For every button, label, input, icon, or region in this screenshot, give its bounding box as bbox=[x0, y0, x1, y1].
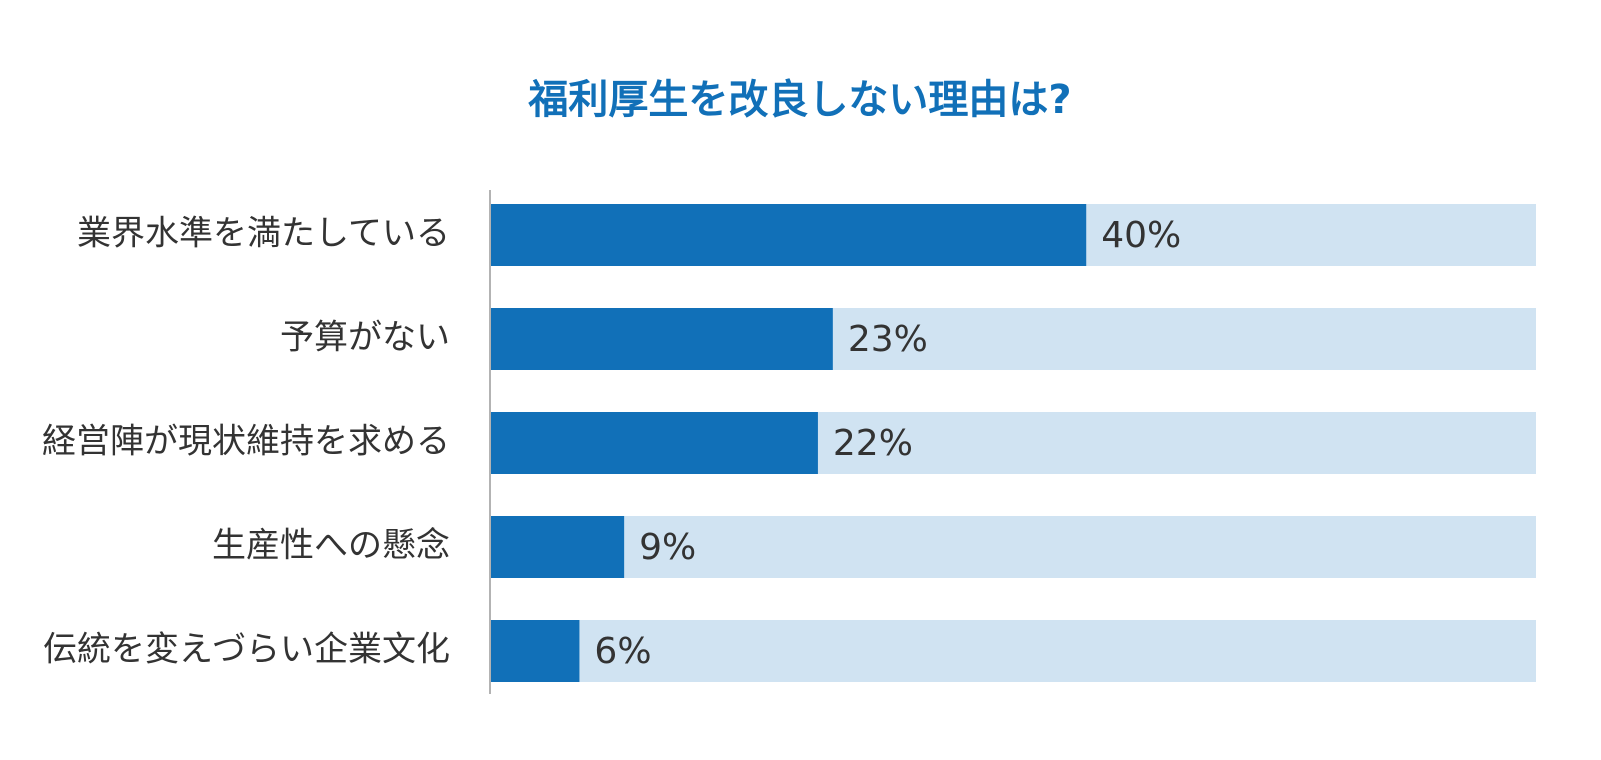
category-label: 伝統を変えづらい企業文化 bbox=[43, 630, 450, 670]
data-label: 22% bbox=[833, 423, 913, 464]
bar bbox=[490, 516, 625, 578]
bar-track bbox=[490, 620, 1536, 682]
category-label: 生産性への懸念 bbox=[212, 526, 450, 566]
data-label: 23% bbox=[848, 319, 928, 360]
data-label: 9% bbox=[639, 527, 696, 568]
chart-title: 福利厚生を改良しない理由は? bbox=[527, 77, 1071, 123]
category-label: 予算がない bbox=[280, 318, 450, 358]
bar bbox=[490, 308, 833, 370]
data-label: 6% bbox=[594, 631, 651, 672]
bar bbox=[490, 620, 580, 682]
bar-track bbox=[490, 516, 1536, 578]
category-label: 経営陣が現状維持を求める bbox=[42, 422, 450, 462]
bar bbox=[490, 204, 1087, 266]
category-label: 業界水準を満たしている bbox=[77, 214, 450, 254]
data-label: 40% bbox=[1101, 215, 1181, 256]
bar bbox=[490, 412, 818, 474]
bars-group: 業界水準を満たしている 40% 予算がない 23% 経営陣が現状維持を求める 22% 生産性… bbox=[42, 204, 1536, 682]
